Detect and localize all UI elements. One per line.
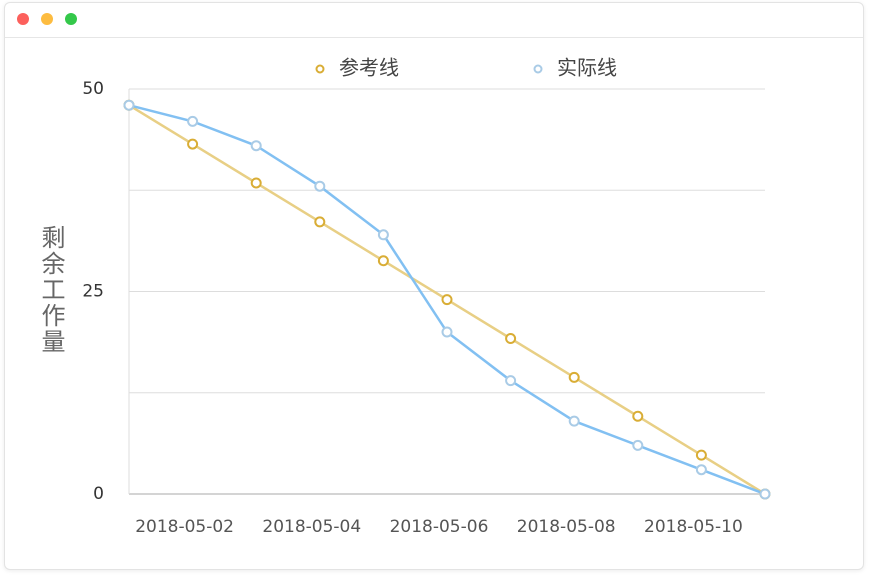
x-tick-label: 2018-05-04: [262, 517, 361, 537]
data-point: [695, 464, 707, 476]
data-point: [505, 332, 517, 344]
data-point: [632, 439, 644, 451]
x-tick-label: 2018-05-06: [390, 517, 489, 537]
data-point: [441, 294, 453, 306]
maximize-button[interactable]: [65, 13, 77, 25]
data-point: [441, 326, 453, 338]
x-tick-label: 2018-05-02: [135, 517, 234, 537]
minimize-button[interactable]: [41, 13, 53, 25]
y-tick-label: 25: [82, 282, 104, 302]
window: [4, 2, 864, 570]
x-tick-label: 2018-05-08: [517, 517, 616, 537]
data-point: [632, 410, 644, 422]
data-point: [187, 138, 199, 150]
y-axis-label: 剩余工作量: [37, 225, 65, 355]
data-point: [187, 115, 199, 127]
data-point: [377, 255, 389, 267]
data-point: [250, 140, 262, 152]
data-point: [759, 488, 771, 500]
legend-marker: [533, 64, 543, 74]
legend-label: 参考线: [339, 56, 399, 80]
data-point: [568, 415, 580, 427]
data-point: [314, 216, 326, 228]
data-point: [250, 177, 262, 189]
data-point: [568, 371, 580, 383]
data-point: [505, 375, 517, 387]
y-tick-label: 50: [82, 79, 104, 99]
close-button[interactable]: [17, 13, 29, 25]
data-point: [123, 99, 135, 111]
legend-label: 实际线: [557, 56, 617, 80]
data-point: [377, 229, 389, 241]
data-point: [695, 449, 707, 461]
x-tick-label: 2018-05-10: [644, 517, 743, 537]
data-point: [314, 180, 326, 192]
y-tick-label: 0: [93, 484, 104, 504]
legend-marker: [315, 64, 325, 74]
title-bar: [5, 3, 863, 38]
